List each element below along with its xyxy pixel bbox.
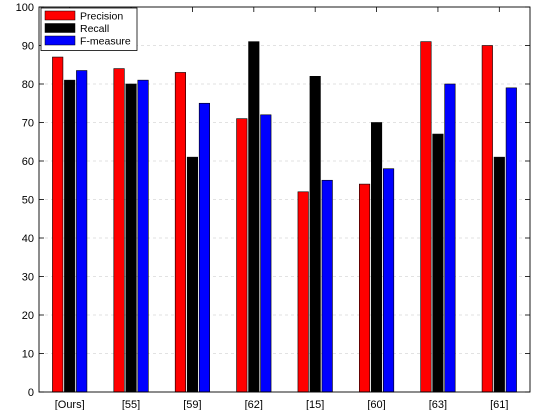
legend-swatch: [44, 35, 76, 46]
bar-precision-7: [481, 45, 493, 393]
bar-f-measure-2: [198, 102, 210, 393]
y-tick-label: 60: [22, 156, 34, 168]
bar-precision-0: [52, 56, 64, 393]
grid-lines: [39, 7, 530, 392]
bar-f-measure-6: [444, 83, 456, 393]
x-tick-label: [62]: [245, 399, 263, 410]
bar-recall-3: [248, 41, 260, 393]
y-axis-ticks: 0 10 20 30 40 50 60 70 80 90 100: [16, 2, 530, 399]
bar-recall-6: [432, 133, 444, 393]
x-tick-label: [55]: [122, 399, 140, 410]
x-tick-label: [63]: [429, 399, 447, 410]
y-tick-label: 80: [22, 79, 34, 91]
bar-precision-2: [174, 72, 186, 393]
legend-label: F-measure: [80, 36, 131, 48]
y-tick-label: 20: [22, 310, 34, 322]
bar-recall-0: [64, 79, 76, 393]
bar-recall-5: [371, 122, 383, 393]
legend-swatch: [44, 10, 76, 21]
bar-recall-7: [493, 156, 505, 393]
bar-f-measure-3: [260, 114, 272, 393]
y-tick-label: 70: [22, 118, 34, 130]
bar-f-measure-5: [383, 168, 395, 393]
bar-f-measure-4: [321, 179, 333, 393]
bar-recall-4: [309, 76, 321, 393]
x-tick-label: [15]: [306, 399, 324, 410]
x-tick-label: [Ours]: [55, 399, 85, 410]
bar-precision-4: [297, 191, 309, 393]
x-axis-ticks: [Ours] [55] [59] [62] [15] [60] [63] [61]: [55, 7, 508, 410]
bar-f-measure-0: [76, 70, 88, 393]
bar-precision-3: [236, 118, 248, 393]
y-tick-label: 50: [22, 195, 34, 207]
y-tick-label: 40: [22, 233, 34, 245]
y-tick-label: 0: [28, 387, 34, 399]
y-tick-label: 10: [22, 349, 34, 361]
x-tick-label: [59]: [183, 399, 201, 410]
bar-recall-2: [186, 156, 198, 393]
bar-precision-1: [113, 68, 125, 393]
y-tick-label: 90: [22, 41, 34, 53]
bar-recall-1: [125, 83, 137, 393]
y-tick-label: 30: [22, 272, 34, 284]
bar-precision-5: [359, 183, 371, 393]
legend-label: Recall: [80, 23, 109, 35]
bar-f-measure-1: [137, 79, 149, 393]
bar-precision-6: [420, 41, 432, 393]
legend-swatch: [44, 23, 76, 33]
bar-f-measure-7: [505, 87, 517, 393]
x-tick-label: [61]: [490, 399, 508, 410]
y-tick-label: 100: [16, 2, 34, 14]
x-tick-label: [60]: [367, 399, 385, 410]
legend-label: Precision: [80, 11, 123, 23]
